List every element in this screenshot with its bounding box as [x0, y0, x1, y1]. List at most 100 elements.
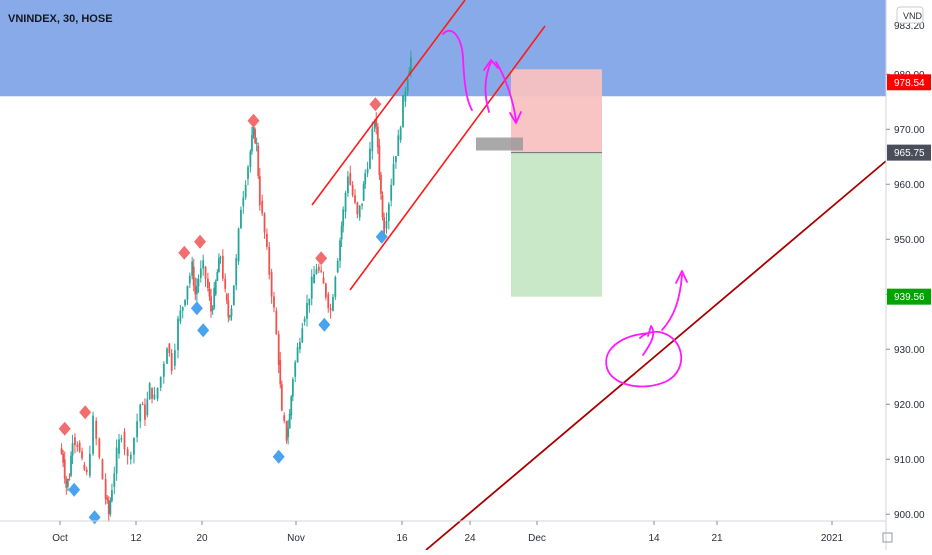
- candle-body: [159, 376, 162, 388]
- x-tick-label: 16: [396, 533, 408, 544]
- candle-body: [144, 404, 146, 420]
- candle-body: [249, 151, 252, 168]
- price-badge-label: 939.56: [894, 292, 925, 303]
- candle-body: [294, 362, 297, 377]
- candle-body: [104, 479, 107, 499]
- candle-body: [83, 464, 86, 470]
- currency-badge-box[interactable]: [896, 6, 924, 24]
- candle-body: [349, 173, 352, 185]
- candle-body: [270, 272, 273, 297]
- stop-loss-zone[interactable]: [511, 69, 602, 153]
- candle-body: [283, 415, 286, 422]
- candle-body: [92, 415, 94, 454]
- candle-body: [406, 79, 409, 92]
- entry-box: [476, 137, 523, 151]
- symbol-title: VNINDEX, 30, HOSE: [8, 13, 113, 25]
- candle-body: [247, 167, 249, 179]
- channel-upper-line[interactable]: [311, 0, 466, 206]
- swing-low-marker: [318, 317, 331, 332]
- candle-body: [148, 383, 151, 400]
- drawn-arrow-target[interactable]: [661, 270, 688, 331]
- candle-body: [404, 91, 407, 102]
- channel-lower-line[interactable]: [349, 25, 546, 291]
- candle-body: [111, 490, 113, 502]
- candle-body: [78, 442, 81, 452]
- candle-body: [306, 302, 308, 319]
- y-tick-label: 900.00: [894, 510, 925, 521]
- candle-body: [221, 255, 224, 279]
- candle-body: [336, 260, 339, 273]
- candle-body: [153, 394, 156, 399]
- price-badge: [887, 288, 931, 305]
- candle-body: [263, 213, 266, 233]
- candle-body: [332, 296, 334, 311]
- candle-body: [109, 501, 112, 515]
- candle-body: [88, 453, 91, 476]
- swing-high-marker: [369, 97, 382, 112]
- y-tick-label: 960.00: [894, 180, 925, 191]
- candle-body: [376, 126, 379, 147]
- candle-body: [81, 451, 83, 459]
- currency-badge[interactable]: VND: [903, 11, 923, 21]
- candle-body: [71, 443, 74, 456]
- drawn-curve-down[interactable]: [442, 29, 473, 111]
- y-tick-label: 930.00: [894, 345, 925, 356]
- x-tick-label: 14: [648, 533, 660, 544]
- drawn-arrow-up[interactable]: [483, 59, 499, 113]
- drawn-circle[interactable]: [605, 330, 683, 388]
- candle-body: [327, 294, 330, 309]
- candle-body: [62, 453, 65, 463]
- candle-body: [324, 283, 327, 298]
- candle-body: [184, 299, 186, 306]
- candle-body: [344, 192, 347, 212]
- candle-body: [229, 316, 231, 318]
- long-trendline[interactable]: [425, 160, 887, 551]
- candle-body: [347, 176, 349, 193]
- candle-body: [385, 221, 388, 229]
- candle-body: [188, 275, 191, 284]
- candle-body: [166, 348, 168, 364]
- candle-body: [397, 135, 400, 157]
- resistance-zone: [0, 0, 886, 97]
- candle-body: [255, 142, 258, 144]
- candle-body: [107, 499, 110, 515]
- candle-body: [126, 449, 129, 457]
- candle-body: [399, 127, 402, 141]
- candle-body: [123, 431, 126, 450]
- candle-body: [296, 347, 299, 363]
- candle-body: [210, 296, 212, 312]
- take-profit-zone[interactable]: [511, 152, 602, 297]
- candle-body: [106, 497, 109, 500]
- candle-body: [380, 174, 382, 195]
- candle-body: [313, 274, 315, 284]
- candle-body: [186, 285, 189, 300]
- candle-body: [361, 203, 363, 206]
- candle-body: [244, 184, 247, 198]
- swing-low-marker: [88, 510, 101, 525]
- candle-body: [213, 287, 216, 309]
- candle-body: [257, 145, 260, 177]
- candle-body: [218, 257, 220, 273]
- candle-body: [206, 278, 209, 289]
- candle-body: [70, 455, 72, 476]
- y-tick-label: 970.00: [894, 125, 925, 136]
- candle-body: [113, 473, 116, 487]
- candle-body: [74, 437, 76, 446]
- price-axis-panel: [886, 0, 932, 550]
- candle-body: [409, 56, 412, 72]
- swing-high-marker: [315, 251, 328, 266]
- drawn-arrow-down[interactable]: [495, 61, 522, 124]
- y-tick-label: 920.00: [894, 400, 925, 411]
- candle-body: [362, 184, 365, 201]
- candle-body: [315, 269, 318, 275]
- candle-body: [76, 445, 79, 447]
- settings-icon[interactable]: [882, 532, 893, 543]
- price-badge-label: 965.75: [894, 148, 925, 159]
- candle-body: [146, 399, 149, 416]
- candle-body: [63, 459, 66, 479]
- candle-body: [235, 258, 238, 286]
- candle-body: [230, 308, 233, 317]
- drawn-small-arrow[interactable]: [642, 325, 655, 356]
